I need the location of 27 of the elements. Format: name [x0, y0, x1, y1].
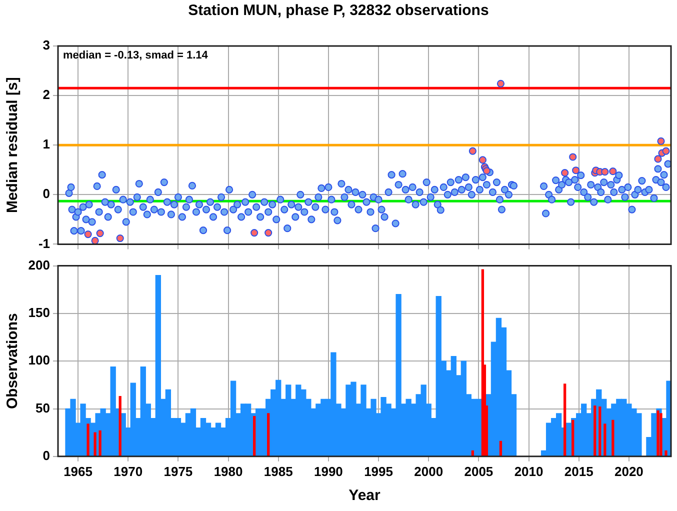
x-tick-label: 2005 [464, 464, 494, 479]
x-axis-title: Year [348, 487, 381, 504]
y-tick-label: 1 [42, 136, 50, 152]
x-tick-label: 1970 [114, 464, 143, 479]
y-tick-label: 150 [28, 305, 50, 320]
x-tick-label: 1995 [364, 464, 393, 479]
y-axis-title: Median residual [s] [4, 77, 22, 214]
y-tick-label: 0 [42, 186, 50, 202]
y-tick-label: 50 [36, 400, 50, 416]
y-tick-label: 2 [42, 87, 50, 102]
y-axis-title: Observations [4, 313, 22, 410]
x-tick-label: 2020 [614, 464, 644, 479]
x-tick-label: 1985 [264, 464, 293, 479]
x-tick-label: 1990 [314, 464, 343, 479]
y-tick-label: 200 [28, 257, 50, 272]
x-tick-label: 1965 [64, 464, 92, 479]
x-tick-label: 2015 [564, 464, 594, 479]
y-tick-label: -1 [38, 236, 50, 251]
x-tick-label: 2000 [414, 464, 444, 479]
x-tick-label: 2010 [514, 464, 544, 479]
y-tick-label: 100 [28, 352, 50, 368]
x-tick-label: 1975 [164, 464, 193, 479]
y-tick-label: 0 [42, 448, 50, 463]
x-tick-label: 1980 [214, 464, 243, 479]
y-tick-label: 3 [42, 38, 50, 53]
annotation: median = -0.13, smad = 1.14 [63, 50, 209, 62]
chart-title: Station MUN, phase P, 32832 observations [187, 2, 490, 19]
